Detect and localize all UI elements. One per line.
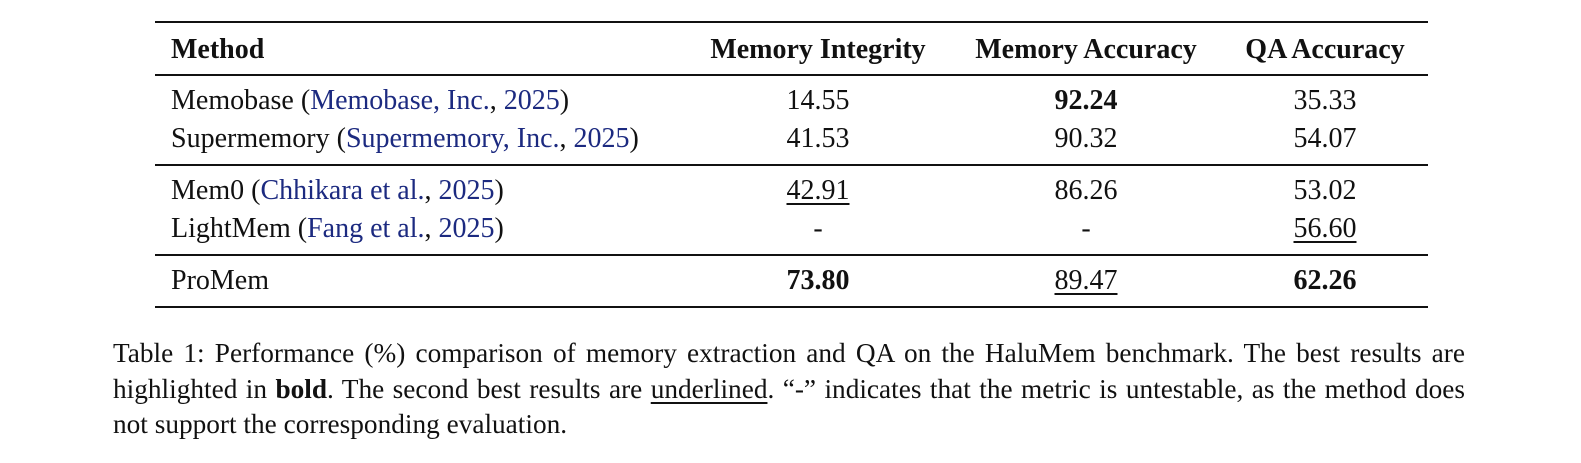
method-cell: ProMem: [171, 264, 269, 298]
table-rule: [155, 21, 1428, 24]
text-span: 35.33: [1293, 85, 1357, 116]
method-cell: Memobase (Memobase, Inc., 2025): [171, 84, 569, 118]
text-span: 56.60: [1293, 213, 1357, 244]
column-header: Memory Accuracy: [975, 34, 1197, 65]
text-span: ,: [559, 123, 574, 154]
text-span: ,: [424, 213, 439, 244]
column-header: QA Accuracy: [1245, 34, 1405, 65]
table-rule: [155, 74, 1428, 76]
text-span: 14.55: [786, 85, 850, 116]
text-span: 89.47: [1054, 265, 1118, 296]
text-span: 90.32: [1054, 123, 1118, 154]
text-span: bold: [275, 373, 328, 404]
text-span: 86.26: [1054, 175, 1118, 206]
text-span: LightMem (: [171, 213, 308, 244]
citation-link[interactable]: Memobase, Inc.: [310, 85, 490, 116]
citation-link[interactable]: Supermemory, Inc.: [345, 123, 560, 154]
value-cell: -: [813, 212, 822, 246]
value-cell: 53.02: [1294, 174, 1357, 208]
method-cell: Mem0 (Chhikara et al., 2025): [171, 174, 504, 208]
text-span: 92.24: [1054, 85, 1118, 116]
value-cell: 14.55: [787, 84, 850, 118]
citation-link[interactable]: Fang et al.: [307, 213, 425, 244]
text-span: ): [494, 213, 504, 244]
table-rule: [155, 164, 1428, 166]
text-span: ,: [489, 85, 504, 116]
citation-link[interactable]: 2025: [573, 123, 630, 154]
text-span: Mem0 (: [171, 175, 261, 206]
citation-link[interactable]: Chhikara et al.: [260, 175, 425, 206]
text-span: ,: [424, 175, 439, 206]
text-span: 62.26: [1293, 265, 1357, 296]
value-cell: 54.07: [1294, 122, 1357, 156]
text-span: -: [813, 213, 823, 244]
value-cell: 41.53: [787, 122, 850, 156]
citation-link[interactable]: 2025: [503, 85, 560, 116]
value-cell: 73.80: [787, 264, 850, 298]
column-header: Memory Integrity: [710, 34, 926, 65]
citation-link[interactable]: 2025: [438, 175, 495, 206]
value-cell: 92.24: [1055, 84, 1118, 118]
value-cell: 35.33: [1294, 84, 1357, 118]
citation-link[interactable]: 2025: [438, 213, 495, 244]
text-span: . The second best results are: [327, 373, 651, 404]
table-rule: [155, 254, 1428, 256]
text-span: 54.07: [1293, 123, 1357, 154]
method-cell: LightMem (Fang et al., 2025): [171, 212, 504, 246]
text-span: ): [559, 85, 570, 116]
value-cell: -: [1081, 212, 1090, 246]
text-span: . “-” indicates that the metric is untes…: [113, 373, 1466, 440]
value-cell: 90.32: [1055, 122, 1118, 156]
value-cell: 42.91: [787, 174, 850, 208]
text-span: ): [629, 123, 639, 154]
text-span: -: [1081, 213, 1091, 244]
text-span: 42.91: [786, 175, 850, 206]
text-span: ): [494, 175, 504, 206]
text-span: ProMem: [171, 265, 269, 296]
method-cell: Supermemory (Supermemory, Inc., 2025): [171, 122, 639, 156]
table-caption: Table 1: Performance (%) comparison of m…: [113, 336, 1465, 443]
value-cell: 62.26: [1294, 264, 1357, 298]
text-span: Supermemory (: [171, 123, 346, 154]
text-span: Memobase (: [171, 85, 311, 116]
text-span: Table 1: Performance (%) comparison of m…: [113, 338, 1465, 404]
text-span: 53.02: [1293, 175, 1357, 206]
value-cell: 89.47: [1055, 264, 1118, 298]
column-header: Method: [171, 34, 265, 65]
value-cell: 56.60: [1294, 212, 1357, 246]
table-rule: [155, 306, 1428, 309]
text-span: 73.80: [786, 265, 850, 296]
text-span: 41.53: [786, 123, 850, 154]
text-span: underlined: [650, 373, 768, 404]
value-cell: 86.26: [1055, 174, 1118, 208]
